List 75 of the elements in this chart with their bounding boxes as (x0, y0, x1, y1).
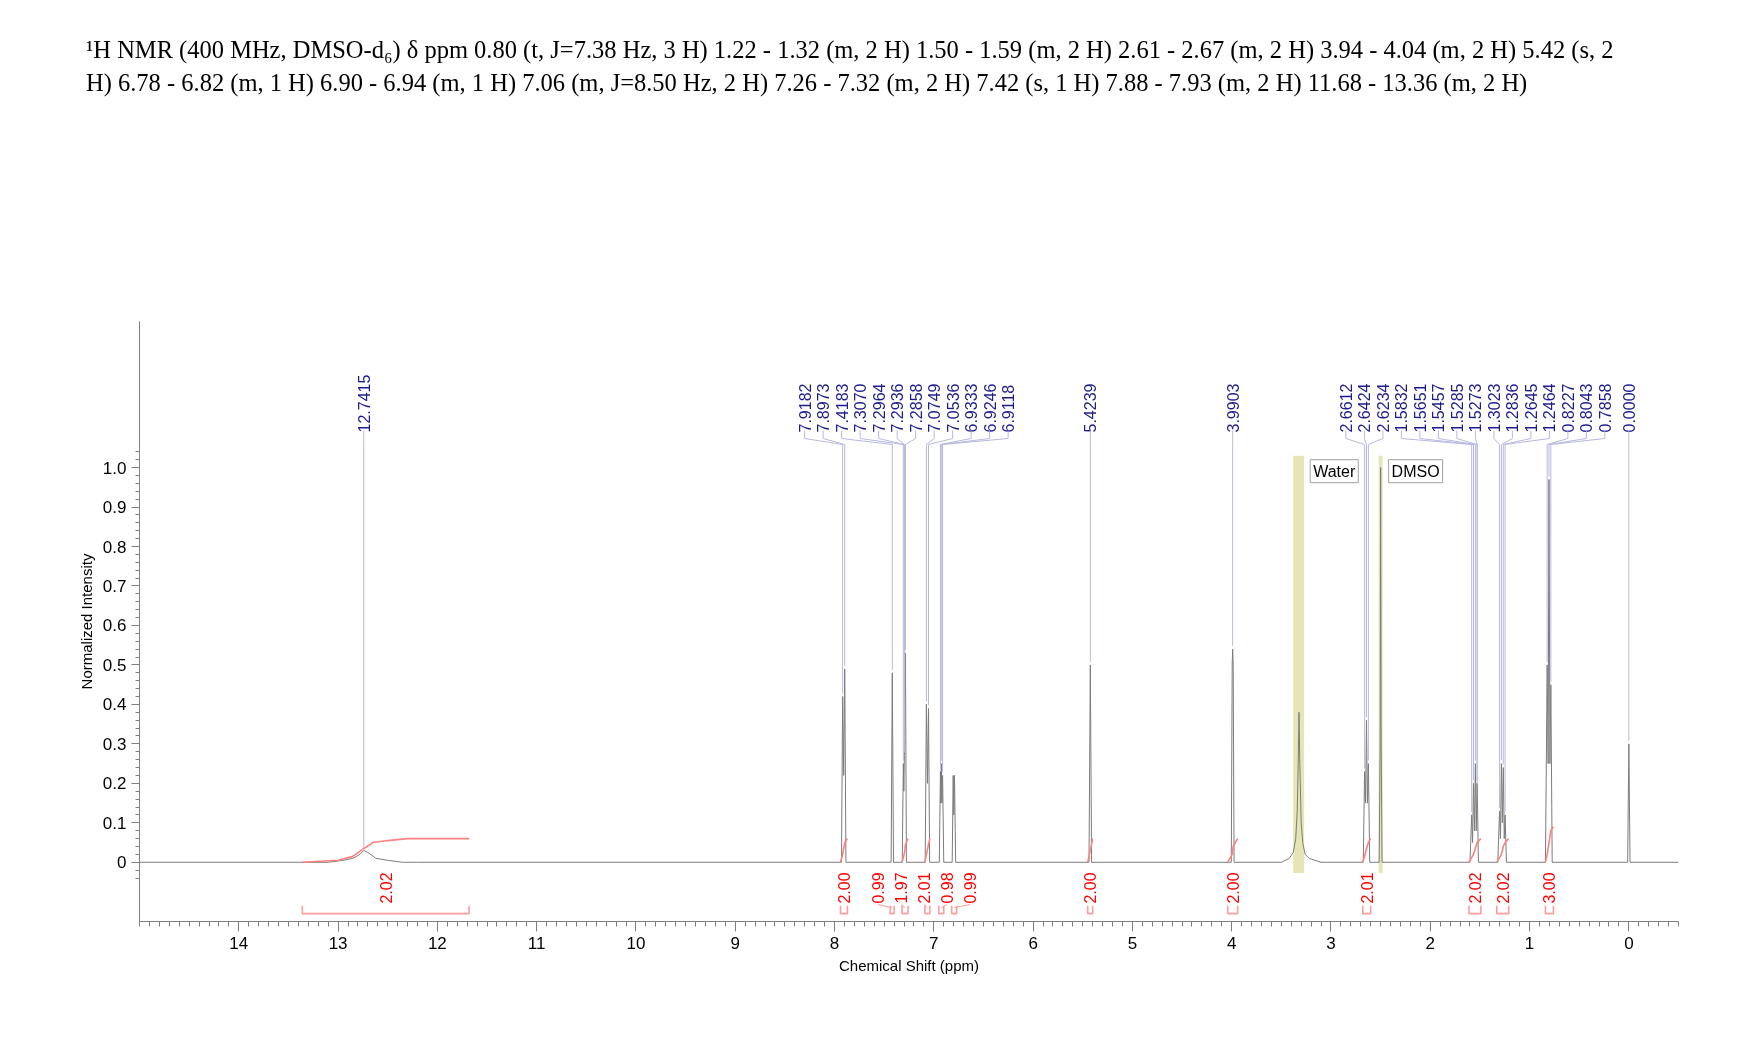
annotation: 2.01 (915, 872, 933, 904)
y-tick-label: 0 (117, 853, 127, 873)
annotation: 2.02 (1466, 872, 1484, 904)
annotation: 0.99 (961, 872, 979, 904)
annotation: 2.6424 (1356, 383, 1374, 433)
y-tick-label: 0.7 (102, 576, 127, 596)
x-tick-label: 7 (929, 933, 939, 953)
annotation: 1.5832 (1393, 383, 1411, 433)
annotation: 12.7415 (355, 374, 373, 433)
annotation: 1.5273 (1467, 383, 1485, 433)
y-tick-label: 0.2 (102, 774, 127, 794)
annotation: 2.00 (1082, 872, 1100, 904)
x-axis-title: Chemical Shift (ppm) (838, 956, 980, 974)
annotation: 7.0536 (944, 383, 962, 433)
chart-title: ¹H NMR (400 MHz, DMSO-d₆) δ ppm 0.80 (t, J=7.38 Hz, 3 H) 1.22 - 1.32 (m, 2 H) 1.50 - 1.59 (m, 2 H) 2.61 - 2.67 (m, 2 H) 3.94 - 4.04 (m, 2 H) 5.42 (s, 2 H) 6.78 - 6.82 (m, 1 H) 6.90 - 6.94 (m, 1 H) 7.06 (m, J=8.50 Hz, 2 H) 7.26 - 7.32 (m, 2 H) 7.42 (s, 1 H) 7.88 - 7.93 (m, 2 H) 11.68 - 13.36 (m, 2 H) (85, 35, 1615, 99)
y-tick-label: 0.6 (102, 616, 127, 636)
x-tick-label: 1 (1524, 933, 1535, 953)
annotation: 1.3023 (1485, 383, 1503, 433)
annotation: 7.3070 (852, 383, 870, 433)
y-axis-title: Normalized Intensity (77, 553, 95, 690)
annotation: 2.02 (1494, 872, 1512, 904)
annotation: 2.6612 (1337, 383, 1355, 433)
annotation: 1.2645 (1522, 383, 1540, 433)
band-label: Water (1313, 462, 1356, 480)
y-tick-label: 0.3 (102, 734, 127, 754)
annotation: 2.6234 (1374, 383, 1392, 433)
x-tick-label: 13 (328, 933, 348, 953)
x-tick-label: 9 (730, 933, 740, 953)
y-tick-label: 0.5 (102, 655, 127, 675)
x-tick-label: 3 (1326, 933, 1336, 953)
x-tick-label: 0 (1624, 933, 1634, 953)
annotation: 1.5457 (1430, 383, 1448, 433)
x-tick-label: 12 (427, 933, 447, 953)
annotation: 1.2464 (1541, 383, 1559, 433)
annotation: 6.9246 (981, 383, 999, 433)
annotation: 7.4183 (833, 383, 851, 433)
annotation: 7.0749 (926, 383, 944, 433)
x-tick-label: 6 (1028, 933, 1038, 953)
annotation: 6.9333 (963, 383, 981, 433)
x-tick-label: 2 (1425, 933, 1436, 953)
annotation: 7.2964 (870, 383, 888, 433)
annotation: 3.9903 (1224, 383, 1242, 433)
annotation: 0.7858 (1596, 383, 1614, 433)
annotation: 2.00 (1224, 872, 1242, 904)
annotation: 0.8227 (1559, 383, 1577, 433)
annotation: 0.99 (869, 872, 887, 904)
y-tick-label: 0.8 (102, 537, 127, 557)
band-label: DMSO (1391, 462, 1440, 480)
x-tick-label: 5 (1127, 933, 1138, 953)
y-tick-label: 0.9 (102, 498, 127, 518)
annotation: 7.9182 (796, 383, 814, 433)
y-tick-label: 0.1 (102, 813, 127, 833)
annotation: 0.0000 (1620, 383, 1638, 433)
annotation: 2.01 (1358, 872, 1376, 904)
annotation: 0.98 (938, 872, 956, 904)
annotation: 2.00 (835, 872, 853, 904)
x-tick-label: 8 (829, 933, 840, 953)
annotation: 1.5651 (1411, 383, 1429, 433)
x-tick-label: 14 (229, 933, 249, 953)
y-tick-label: 1.0 (102, 458, 127, 478)
annotation: 1.5285 (1448, 383, 1466, 433)
annotation: 0.8043 (1578, 383, 1596, 433)
annotation: 1.2836 (1504, 383, 1522, 433)
y-tick-label: 0.4 (102, 695, 127, 715)
annotation: 7.2936 (889, 383, 907, 433)
annotation: 7.8973 (815, 383, 833, 433)
annotation: 3.00 (1541, 872, 1559, 904)
annotation: 1.97 (892, 872, 910, 904)
annotation: 6.9118 (1000, 384, 1018, 433)
annotation: 5.4239 (1082, 383, 1100, 433)
x-tick-label: 11 (527, 933, 546, 953)
annotation: 2.02 (377, 872, 395, 904)
x-tick-label: 4 (1226, 933, 1237, 953)
x-tick-label: 10 (626, 933, 646, 953)
annotation: 7.2858 (907, 383, 925, 433)
